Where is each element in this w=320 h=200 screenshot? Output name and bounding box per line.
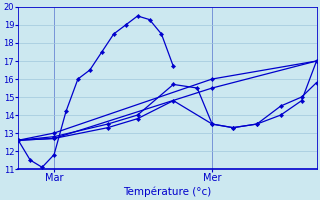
X-axis label: Température (°c): Température (°c) [123, 186, 212, 197]
